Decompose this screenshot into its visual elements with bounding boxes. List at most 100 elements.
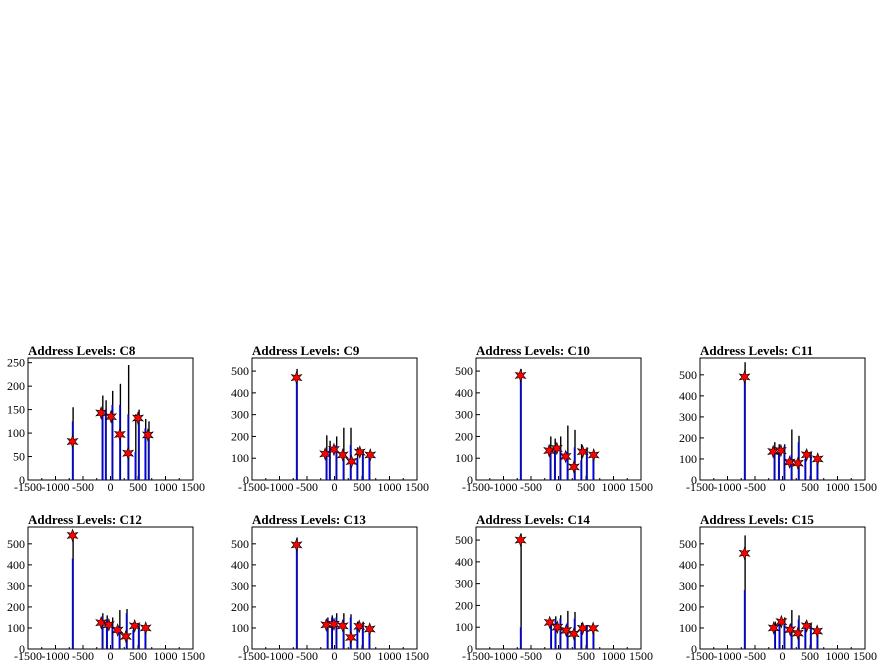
y-tick-label: 300 <box>231 579 249 593</box>
x-tick-label: 500 <box>353 649 371 663</box>
y-tick-label: 400 <box>7 558 25 572</box>
x-tick-label: 500 <box>129 649 147 663</box>
data-star-marker <box>128 618 141 633</box>
data-star-marker <box>800 447 813 462</box>
x-tick-label: -1500 <box>14 649 42 663</box>
data-star-marker <box>132 411 144 425</box>
x-tick-label: 0 <box>556 480 562 494</box>
data-star-marker <box>95 615 108 630</box>
x-tick-label: -1000 <box>42 480 70 494</box>
y-tick-label: 500 <box>231 364 249 378</box>
data-star-marker <box>811 624 824 639</box>
x-tick-label: 500 <box>353 480 371 494</box>
y-tick-label: 300 <box>679 410 697 424</box>
x-tick-label: 1000 <box>826 480 850 494</box>
y-tick-label: 200 <box>679 431 697 445</box>
y-tick-label: 250 <box>7 356 25 370</box>
x-tick-label: 1000 <box>602 649 626 663</box>
data-star-marker <box>783 455 796 470</box>
data-star-marker <box>102 617 115 632</box>
x-tick-label: 1000 <box>154 480 178 494</box>
y-tick-label: 100 <box>231 451 249 465</box>
data-star-marker <box>791 456 804 471</box>
chart-title: Address Levels: C10 <box>476 343 590 358</box>
x-tick-label: -1000 <box>714 480 742 494</box>
data-star-marker <box>811 452 824 466</box>
y-tick-label: 400 <box>455 555 473 569</box>
data-star-marker <box>345 630 357 645</box>
data-star-marker <box>95 405 108 420</box>
y-tick-label: 400 <box>455 386 473 400</box>
data-star-marker <box>514 368 527 383</box>
x-tick-label: 1500 <box>405 649 429 663</box>
x-tick-label: -500 <box>72 480 94 494</box>
y-tick-label: 300 <box>679 579 697 593</box>
data-star-marker <box>113 427 126 442</box>
data-star-marker <box>791 626 804 641</box>
x-tick-label: 1500 <box>181 649 205 663</box>
x-tick-label: 1500 <box>405 480 429 494</box>
y-tick-label: 200 <box>231 600 249 614</box>
data-star-marker <box>775 614 788 629</box>
y-tick-label: 400 <box>679 389 697 403</box>
data-star-marker <box>336 618 349 633</box>
chart-title: Address Levels: C14 <box>476 512 590 527</box>
x-tick-label: 1000 <box>378 480 402 494</box>
y-tick-label: 0 <box>243 642 249 656</box>
x-tick-label: 1000 <box>602 480 626 494</box>
data-star-marker <box>141 428 154 442</box>
y-tick-label: 200 <box>7 379 25 393</box>
y-tick-label: 100 <box>455 620 473 634</box>
data-star-marker <box>543 615 556 630</box>
data-star-marker <box>550 441 563 456</box>
data-star-marker <box>551 620 564 635</box>
x-tick-label: -1500 <box>462 480 490 494</box>
x-tick-label: -1500 <box>686 480 714 494</box>
data-star-marker <box>784 622 797 637</box>
chart-title: Address Levels: C8 <box>28 343 136 358</box>
data-star-marker <box>105 409 118 424</box>
data-star-marker <box>345 454 358 469</box>
y-tick-label: 500 <box>455 364 473 378</box>
x-tick-label: -1500 <box>462 649 490 663</box>
x-tick-label: -1000 <box>266 480 294 494</box>
data-star-marker <box>767 621 780 635</box>
y-tick-label: 0 <box>19 473 25 487</box>
data-star-marker <box>587 448 600 462</box>
y-tick-label: 200 <box>679 600 697 614</box>
y-tick-label: 400 <box>679 558 697 572</box>
data-star-marker <box>290 537 303 552</box>
y-tick-label: 500 <box>231 537 249 551</box>
x-tick-label: -500 <box>520 649 542 663</box>
data-star-marker <box>774 443 787 458</box>
data-star-marker <box>738 546 751 561</box>
x-tick-label: -1000 <box>42 649 70 663</box>
y-tick-label: 100 <box>231 621 249 635</box>
x-tick-label: 0 <box>332 649 338 663</box>
plot-frame <box>699 526 866 650</box>
y-tick-label: 0 <box>243 473 249 487</box>
data-star-marker <box>327 617 340 632</box>
data-star-marker <box>353 619 366 634</box>
x-tick-label: 1500 <box>629 480 653 494</box>
y-tick-label: 150 <box>7 403 25 417</box>
x-tick-label: 500 <box>577 649 595 663</box>
x-tick-label: 0 <box>780 480 786 494</box>
y-tick-label: 300 <box>7 579 25 593</box>
data-star-marker <box>560 623 573 638</box>
data-star-marker <box>66 528 79 543</box>
x-tick-label: 1000 <box>378 649 402 663</box>
y-tick-label: 200 <box>455 598 473 612</box>
y-tick-label: 0 <box>467 642 473 656</box>
x-tick-label: 500 <box>801 649 819 663</box>
data-star-marker <box>119 629 132 644</box>
x-tick-label: -500 <box>296 649 318 663</box>
x-tick-label: 0 <box>108 649 114 663</box>
x-tick-label: 0 <box>108 480 114 494</box>
y-tick-label: 100 <box>7 621 25 635</box>
data-star-marker <box>576 444 589 459</box>
